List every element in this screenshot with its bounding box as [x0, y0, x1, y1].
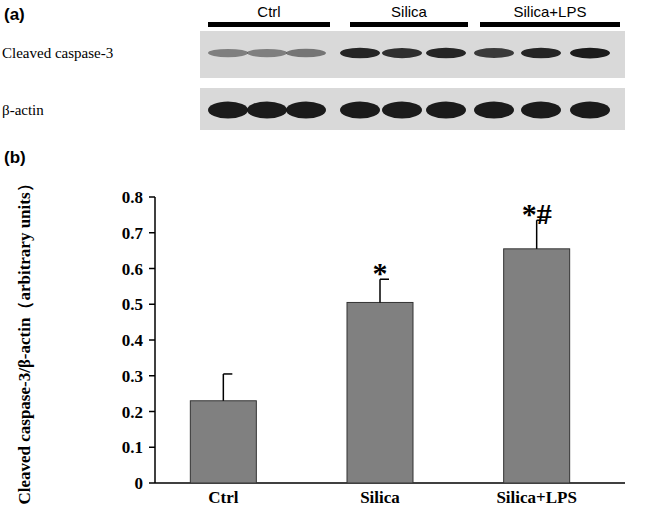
y-tick: [149, 482, 155, 484]
x-tick-label: Ctrl: [208, 488, 238, 507]
y-tick: [149, 304, 155, 306]
y-tick: [149, 411, 155, 413]
error-bars: [223, 220, 545, 401]
significance-mark: *: [373, 256, 388, 289]
y-tick-label: 0.3: [122, 367, 143, 386]
figure: (a) Ctrl Silica Silica+LPS Cleaved caspase-3…: [0, 0, 650, 511]
group-bar: [350, 22, 468, 27]
bar: [190, 401, 256, 483]
panel-label: (a): [4, 5, 25, 24]
error-cap: [223, 373, 232, 375]
blot-band: [426, 101, 466, 118]
error-stem: [223, 374, 225, 401]
group-bar: [208, 22, 330, 27]
blot-panel: (a) Ctrl Silica Silica+LPS Cleaved caspase-3…: [2, 3, 625, 130]
blot-membrane: [200, 31, 625, 78]
blot-band: [474, 101, 514, 118]
y-tick: [149, 232, 155, 234]
group-label: Ctrl: [257, 3, 280, 20]
y-tick: [149, 375, 155, 377]
x-tick-label: Silica: [360, 488, 400, 507]
bar: [504, 249, 570, 483]
blot-band: [426, 48, 466, 59]
blot-band: [286, 49, 326, 58]
blot-band: [382, 48, 422, 58]
blot-band: [208, 101, 248, 118]
blot-band: [247, 49, 287, 57]
y-tick: [149, 196, 155, 198]
y-tick-label: 0: [135, 474, 144, 493]
figure-root: (a) Ctrl Silica Silica+LPS Cleaved caspase-3…: [0, 0, 650, 511]
y-tick-label: 0.2: [122, 403, 143, 422]
y-axis-title: Cleaved caspase-3/β-actin（arbitrary unit…: [15, 175, 34, 504]
blot-band: [521, 101, 561, 118]
blot-band: [286, 101, 326, 118]
significance-mark: *#: [522, 197, 552, 230]
y-tick: [149, 268, 155, 270]
y-tick-label: 0.4: [122, 331, 144, 350]
blot-band: [340, 101, 380, 118]
group-bar: [480, 22, 620, 27]
blot-band: [382, 101, 422, 118]
bars: [190, 249, 569, 483]
y-tick: [149, 339, 155, 341]
blot-band: [474, 48, 514, 58]
error-bar: [223, 374, 232, 401]
blot-band: [247, 101, 287, 118]
blot-band: [570, 101, 610, 118]
y-tick: [149, 447, 155, 449]
y-tick-label: 0.5: [122, 295, 143, 314]
blot-band: [340, 48, 380, 59]
group-label: Silica+LPS: [514, 3, 587, 20]
y-tick-label: 0.8: [122, 188, 143, 207]
y-tick-label: 0.6: [122, 260, 143, 279]
bar-panel: (b) 0 0.1 0.2 0.3 0.4 0.5 0.6 0.7 0.8 Cleaved casp…: [4, 148, 625, 507]
blot-band: [521, 48, 561, 59]
y-tick-label: 0.1: [122, 438, 143, 457]
blot-membrane: [200, 88, 625, 130]
row-label: β-actin: [2, 102, 44, 118]
panel-label: (b): [4, 148, 26, 167]
x-tick-label: Silica+LPS: [496, 488, 577, 507]
y-tick-label: 0.7: [122, 224, 144, 243]
row-label: Cleaved caspase-3: [2, 45, 113, 61]
blot-band: [208, 49, 248, 57]
blot-band: [570, 48, 610, 59]
group-label: Silica: [391, 3, 428, 20]
bar: [347, 302, 413, 483]
